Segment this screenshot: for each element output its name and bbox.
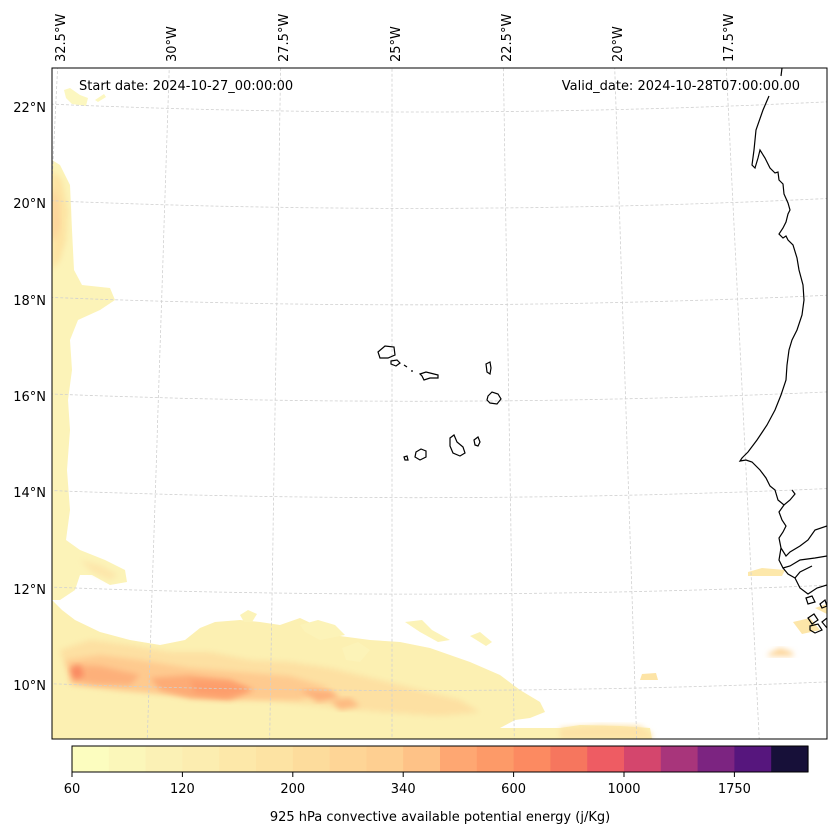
colorbar-bin <box>292 746 331 772</box>
meridian-line <box>725 68 760 739</box>
colorbar-bin <box>440 746 478 772</box>
map-area[interactable] <box>52 68 827 739</box>
island-sal <box>485 361 492 376</box>
meridian-line <box>146 68 170 739</box>
colorbar-bin <box>476 746 515 772</box>
cape-scattered-blobs <box>240 568 827 680</box>
colorbar-bin <box>587 746 625 772</box>
map-frame <box>51 67 828 740</box>
colorbar-bin <box>72 746 110 772</box>
latitude-tick-label: 14°N <box>13 486 46 501</box>
latitude-tick-label: 18°N <box>13 294 46 309</box>
cape-verde-islands <box>377 345 502 461</box>
gridlines <box>52 68 827 739</box>
colorbar-bin <box>182 746 220 772</box>
latitude-tick-label: 16°N <box>13 390 46 405</box>
colorbar-tick-label: 340 <box>391 782 416 797</box>
cape-field <box>52 88 827 739</box>
valid-date-annotation: Valid_date: 2024-10-28T07:00:00.00 <box>562 79 800 94</box>
longitude-tick-label: 20°W <box>611 26 626 62</box>
coastline-africa <box>738 68 827 634</box>
longitude-tick-label: 32.5°W <box>54 14 69 62</box>
parallel-line <box>52 294 827 306</box>
latitude-labels: 22°N 20°N 18°N 16°N 14°N 12°N 10°N <box>13 101 46 694</box>
parallel-line <box>52 488 827 499</box>
colorbar-tick-label: 200 <box>280 782 305 797</box>
colorbar-tick-label: 1000 <box>607 782 640 797</box>
parallel-line <box>52 198 827 209</box>
longitude-labels: 32.5°W 30°W 27.5°W 25°W 22.5°W 20°W 17.5°W <box>54 14 737 62</box>
meridian-line <box>502 68 515 739</box>
longitude-tick-label: 25°W <box>389 26 404 62</box>
latitude-tick-label: 12°N <box>13 583 46 598</box>
colorbar-tick-label: 60 <box>64 782 81 797</box>
colorbar-bin <box>513 746 551 772</box>
colorbar-bin <box>697 746 735 772</box>
longitude-tick-label: 22.5°W <box>500 14 515 62</box>
island-fogo <box>414 448 427 461</box>
latitude-tick-label: 10°N <box>13 679 46 694</box>
parallel-line <box>52 101 827 113</box>
colorbar-bin <box>660 746 699 772</box>
colorbar-ticks: 60 120 200 340 600 1000 1750 <box>64 772 751 797</box>
island-santiago <box>449 434 466 457</box>
colorbar-bin <box>550 746 588 772</box>
island-boa-vista <box>486 391 502 405</box>
longitude-tick-label: 30°W <box>165 26 180 62</box>
island-santa-luzia <box>403 364 408 368</box>
island-sao-nicolau-main <box>418 371 439 381</box>
latitude-tick-label: 20°N <box>13 197 46 212</box>
colorbar-bin <box>624 746 662 772</box>
colorbar-frame <box>71 745 809 773</box>
colorbar-tick-label: 1750 <box>718 782 751 797</box>
island-maio <box>473 436 481 447</box>
start-date-annotation: Start date: 2024-10-27_00:00:00 <box>79 79 293 94</box>
coastlines <box>377 68 827 634</box>
meridian-line <box>269 68 282 739</box>
island-sao-vicente <box>390 359 401 367</box>
colorbar-bin <box>771 746 809 772</box>
island-santo-antao <box>377 345 396 359</box>
colorbar-bin <box>256 746 294 772</box>
cape-western-strip <box>52 88 127 600</box>
colorbar-bin <box>219 746 257 772</box>
colorbar-bin <box>734 746 772 772</box>
colorbar-bin <box>403 746 441 772</box>
colorbar-bin <box>366 746 404 772</box>
longitude-tick-label: 27.5°W <box>277 14 292 62</box>
colorbar-bin <box>329 746 367 772</box>
colorbar-tick-label: 120 <box>170 782 195 797</box>
colorbar-label: 925 hPa convective available potential e… <box>270 810 610 825</box>
colorbar-bin <box>108 746 147 772</box>
cape-itcz-band <box>52 600 652 739</box>
parallel-line <box>52 391 827 402</box>
longitude-tick-label: 17.5°W <box>722 14 737 62</box>
meridian-line <box>614 68 638 739</box>
colorbar-tick-label: 600 <box>501 782 526 797</box>
island-brava <box>403 455 409 461</box>
colorbar-bin <box>145 746 183 772</box>
colorbar <box>72 746 809 772</box>
latitude-tick-label: 22°N <box>13 101 46 116</box>
